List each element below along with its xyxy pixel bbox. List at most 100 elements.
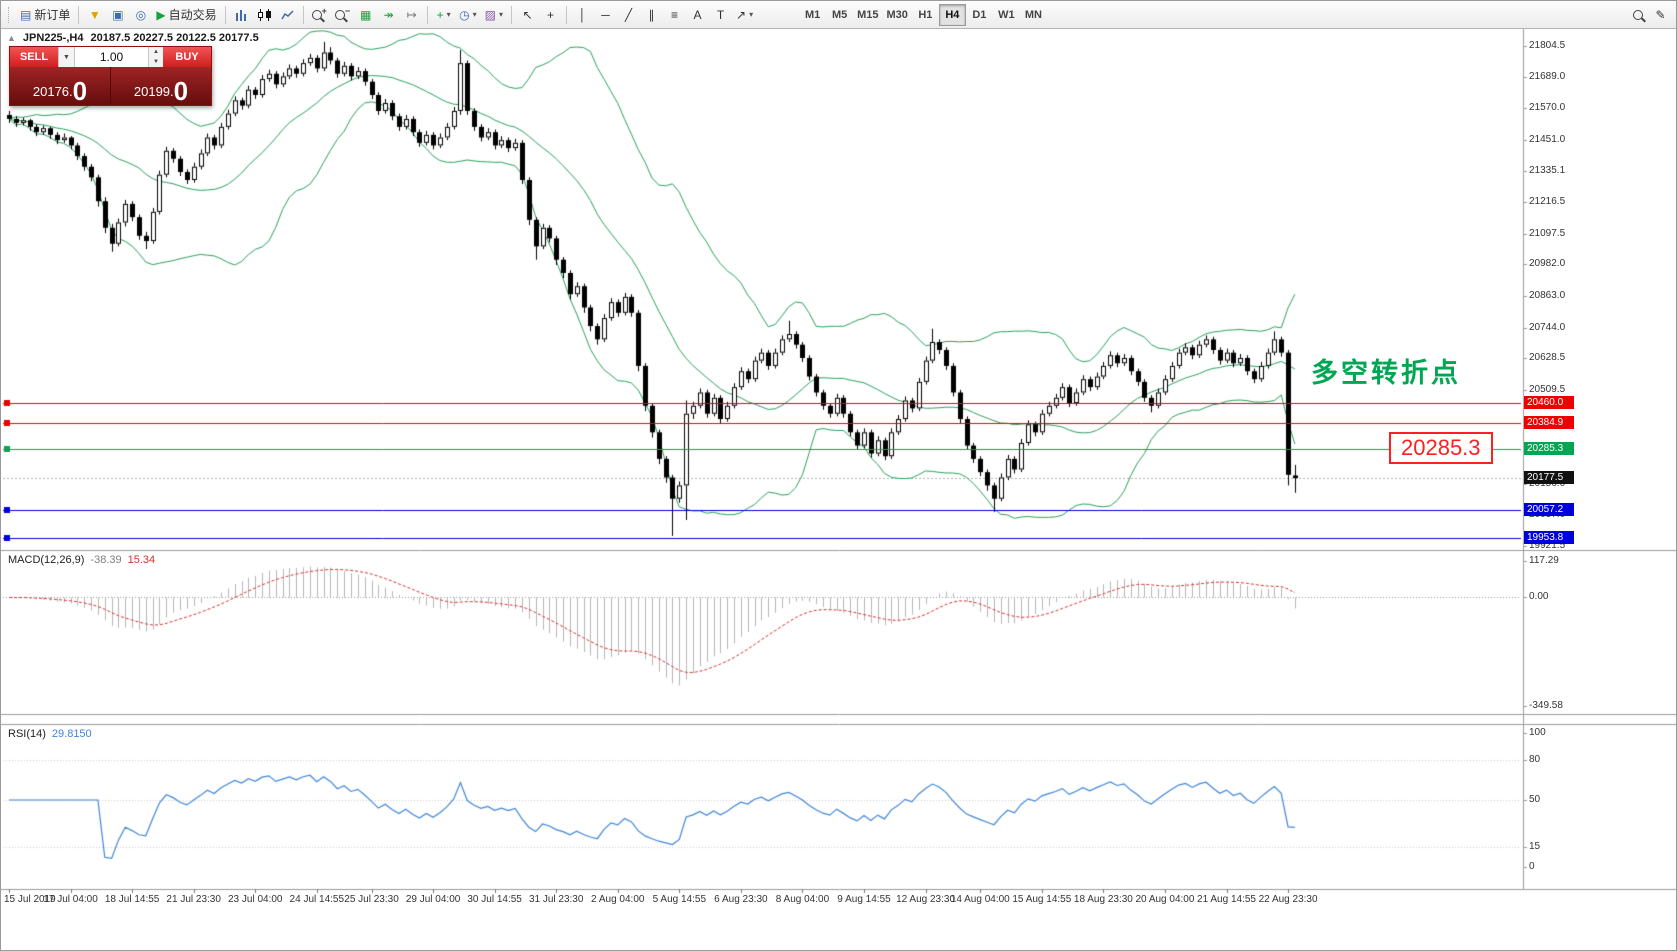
timeframe-m30-button[interactable]: M30 bbox=[882, 4, 911, 26]
sell-price[interactable]: 20176. 0 bbox=[10, 67, 111, 105]
horizontal-line-button[interactable]: ─ bbox=[594, 4, 617, 26]
play-icon: ▶ bbox=[156, 7, 166, 22]
quick-edit-button[interactable]: ✎ bbox=[1649, 4, 1672, 26]
timeframe-m1-button[interactable]: M1 bbox=[799, 4, 826, 26]
globe-icon: ◎ bbox=[135, 7, 147, 22]
timeframe-m5-button[interactable]: M5 bbox=[826, 4, 853, 26]
clock-icon: ◷ bbox=[459, 7, 470, 22]
level-price-label: 20285.3 bbox=[1524, 442, 1574, 455]
price-tick: 21689.0 bbox=[1529, 71, 1566, 82]
time-axis-label: 8 Aug 04:00 bbox=[775, 894, 830, 905]
bar-chart-button[interactable] bbox=[230, 4, 253, 26]
zoom-out-button[interactable]: − bbox=[331, 4, 354, 26]
timeframe-w1-button[interactable]: W1 bbox=[993, 4, 1020, 26]
rsi-scale-tick: 15 bbox=[1529, 841, 1541, 852]
volume-preset-dropdown[interactable]: ▼ bbox=[58, 47, 75, 67]
fibonacci-icon: ≡ bbox=[670, 7, 678, 22]
timeframe-h1-button[interactable]: H1 bbox=[912, 4, 939, 26]
volume-up-button[interactable]: ▲ bbox=[149, 47, 163, 57]
current-price-label: 20177.5 bbox=[1524, 471, 1574, 484]
channel-button[interactable]: ∥ bbox=[640, 4, 663, 26]
label-tool-button[interactable]: T bbox=[709, 4, 732, 26]
price-callout-annotation[interactable]: 20285.3 bbox=[1389, 432, 1493, 464]
chevron-down-icon: ▾ bbox=[472, 10, 477, 19]
new-order-icon: ▤ bbox=[20, 7, 32, 22]
price-tick: 20982.0 bbox=[1529, 258, 1566, 269]
community-button[interactable]: ◎ bbox=[129, 4, 152, 26]
search-button[interactable] bbox=[1626, 4, 1649, 26]
line-chart-icon bbox=[280, 9, 294, 19]
rsi-indicator-label: RSI(14) 29.8150 bbox=[8, 728, 92, 740]
periods-button[interactable]: ◷ ▾ bbox=[455, 4, 481, 26]
auto-scroll-button[interactable]: ↠ bbox=[377, 4, 400, 26]
price-tick: 21451.0 bbox=[1529, 134, 1566, 145]
price-tick: 20509.5 bbox=[1529, 384, 1566, 395]
time-axis-label: 5 Aug 14:55 bbox=[652, 894, 707, 905]
templates-button[interactable]: ▨ ▾ bbox=[481, 4, 507, 26]
chart-shift-icon: ↦ bbox=[406, 7, 417, 22]
indicators-button[interactable]: + ▾ bbox=[432, 4, 455, 26]
turning-point-annotation[interactable]: 多空转折点 bbox=[1311, 358, 1461, 388]
price-tick: 19921.5 bbox=[1529, 540, 1566, 551]
trendline-button[interactable]: ╱ bbox=[617, 4, 640, 26]
buy-price[interactable]: 20199. 0 bbox=[111, 67, 211, 105]
macd-scale-tick: 0.00 bbox=[1529, 591, 1549, 602]
time-axis-label: 2 Aug 04:00 bbox=[591, 894, 645, 905]
toolbar-grip[interactable] bbox=[8, 6, 13, 23]
text-tool-button[interactable]: A bbox=[686, 4, 709, 26]
level-price-label: 20460.0 bbox=[1524, 396, 1574, 409]
sell-button[interactable]: SELL bbox=[10, 47, 58, 67]
crosshair-button[interactable]: + bbox=[539, 4, 562, 26]
chevron-down-icon: ▾ bbox=[749, 10, 754, 19]
indicators-plus-icon: + bbox=[436, 7, 444, 22]
price-tick: 20744.0 bbox=[1529, 322, 1566, 333]
zoom-in-icon bbox=[311, 9, 322, 20]
line-chart-button[interactable] bbox=[276, 4, 299, 26]
filter-button[interactable]: ▼ bbox=[83, 4, 106, 26]
label-tool-icon: T bbox=[716, 7, 725, 22]
rsi-scale-tick: 50 bbox=[1529, 794, 1541, 805]
main-toolbar: ▤ 新订单 ▼ ▣ ◎ ▶ 自动交易 + − ▦ ↠ ↦ + ▾ ◷ ▾ ▨ ▾ ↖ … bbox=[1, 1, 1676, 29]
arrows-tool-button[interactable]: ↗ ▾ bbox=[732, 4, 757, 26]
buy-price-big-digit: 0 bbox=[173, 76, 189, 107]
tile-windows-button[interactable]: ▦ bbox=[354, 4, 377, 26]
buy-button[interactable]: BUY bbox=[163, 47, 211, 67]
time-axis-label: 21 Aug 14:55 bbox=[1197, 894, 1256, 905]
autotrading-button[interactable]: ▶ 自动交易 bbox=[152, 4, 220, 26]
plus-sign: + bbox=[321, 5, 327, 16]
rsi-scale-tick: 100 bbox=[1529, 727, 1546, 738]
timeframe-mn-button[interactable]: MN bbox=[1020, 4, 1047, 26]
pencil-icon: ✎ bbox=[1655, 7, 1666, 22]
candlestick-chart-button[interactable] bbox=[253, 4, 276, 26]
chevron-down-icon: ▾ bbox=[446, 10, 451, 19]
bar-chart-icon bbox=[234, 8, 248, 21]
new-order-button[interactable]: ▤ 新订单 bbox=[16, 4, 74, 26]
vertical-line-button[interactable]: │ bbox=[571, 4, 594, 26]
timeframe-h4-button[interactable]: H4 bbox=[938, 3, 966, 26]
market-watch-button[interactable]: ▣ bbox=[106, 4, 129, 26]
one-click-collapse-arrow[interactable]: ▲ bbox=[7, 33, 16, 43]
rsi-value: 29.8150 bbox=[51, 728, 92, 740]
volume-input[interactable] bbox=[75, 47, 148, 67]
fibonacci-button[interactable]: ≡ bbox=[663, 4, 686, 26]
time-axis-label: 20 Aug 04:00 bbox=[1135, 894, 1195, 905]
macd-signal-value: 15.34 bbox=[127, 554, 156, 566]
price-tick: 21804.5 bbox=[1529, 40, 1566, 51]
one-click-price-row: 20176. 0 20199. 0 bbox=[10, 67, 211, 105]
trendline-icon: ╱ bbox=[624, 7, 633, 22]
toolbar-separator bbox=[78, 5, 80, 24]
time-axis-label: 24 Jul 14:55 bbox=[289, 894, 345, 905]
timeframe-d1-button[interactable]: D1 bbox=[966, 4, 993, 26]
price-tick: 21335.1 bbox=[1529, 165, 1566, 176]
cursor-button[interactable]: ↖ bbox=[516, 4, 539, 26]
zoom-in-button[interactable]: + bbox=[308, 4, 331, 26]
channel-icon: ∥ bbox=[648, 7, 655, 22]
buy-price-main: 20199. bbox=[133, 84, 174, 100]
chart-shift-button[interactable]: ↦ bbox=[400, 4, 423, 26]
toolbar-separator bbox=[224, 5, 226, 24]
volume-down-button[interactable]: ▼ bbox=[149, 57, 163, 67]
timeframe-m15-button[interactable]: M15 bbox=[853, 4, 882, 26]
new-order-label: 新订单 bbox=[34, 8, 71, 22]
